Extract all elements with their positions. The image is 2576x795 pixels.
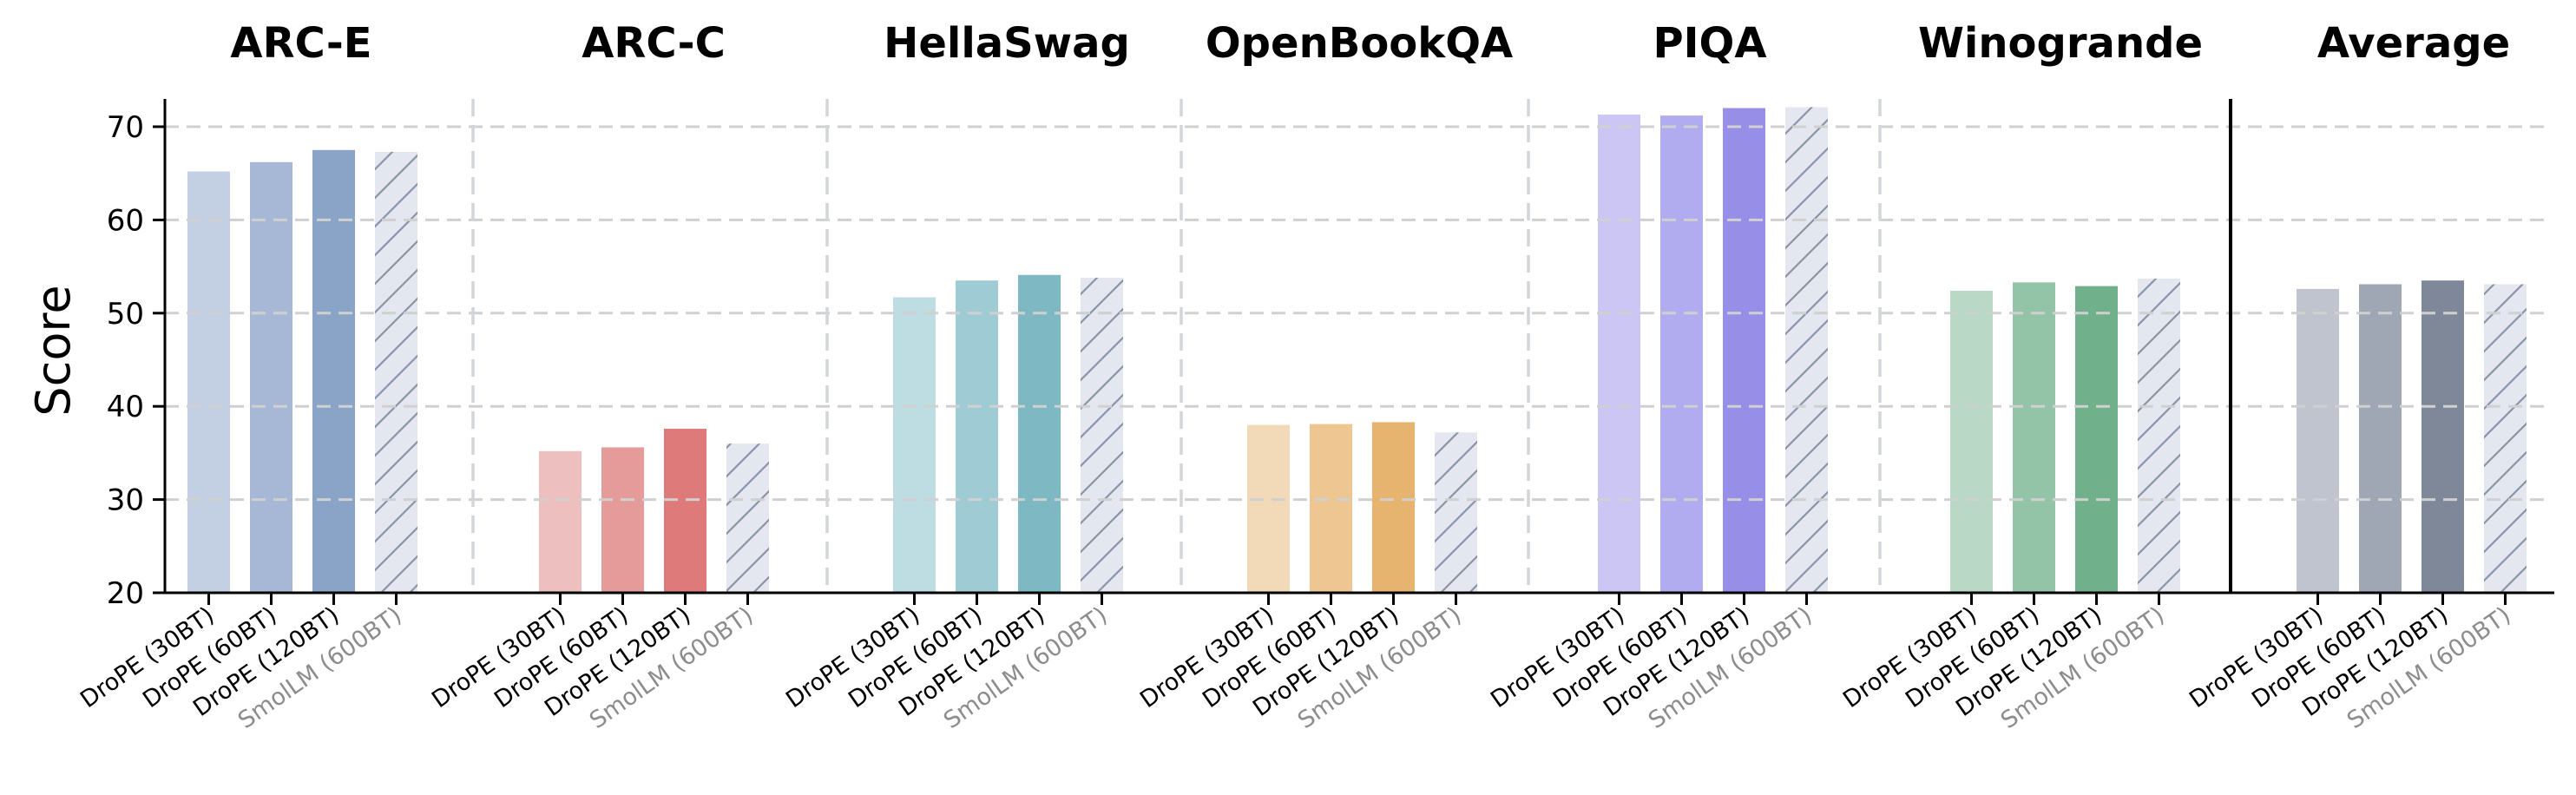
y-axis-label: Score [26,285,81,416]
bar [2075,286,2118,593]
panel-hellaswag [893,274,1123,593]
bar [1598,115,1640,594]
panel-title: PIQA [1653,19,1767,68]
bar [893,297,936,593]
bar [375,151,417,594]
y-tick-label: 20 [107,576,144,611]
bar [664,428,706,593]
bar [1018,274,1061,593]
bar [1723,108,1765,593]
bar [1660,115,1703,593]
bar [312,149,355,593]
panel-openbookqa [1247,422,1477,593]
panel-piqa [1598,107,1828,594]
panel-title: Average [2317,19,2510,68]
panel-title: ARC-E [230,19,371,68]
y-gridlines-overlay [165,125,2549,502]
bar [1950,291,1993,593]
bar [1081,277,1123,593]
bar [1247,424,1290,593]
x-tick-labels: DroPE (30BT)DroPE (60BT)DroPE (120BT)Smo… [76,601,2515,734]
bar [956,280,998,593]
panel-average [2297,280,2527,593]
panel-winogrande [1950,279,2180,593]
bar [726,443,769,593]
y-tick-label: 40 [107,390,144,424]
y-tick-label: 30 [107,483,144,518]
bar [187,171,230,593]
bar [2359,284,2402,593]
bar [601,447,644,593]
y-tick-label: 60 [107,203,144,238]
bar [1310,424,1352,593]
bar [1372,422,1415,593]
panel-title: ARC-C [582,19,726,68]
bar [2013,282,2055,593]
bar [2138,279,2180,593]
y-tick-label: 50 [107,297,144,332]
panel-title: Winogrande [1918,19,2203,68]
bar [1785,107,1828,594]
panel-arc-e [187,149,417,594]
bar [1435,432,1477,593]
bar [2297,288,2339,593]
y-tick-label: 70 [107,110,144,145]
panel-arc-c [539,428,769,593]
bar [2422,280,2464,593]
bar [250,161,292,593]
panel-title: OpenBookQA [1206,19,1513,68]
axes: 20 30 40 50 60 70 [107,99,2554,611]
bar [2484,284,2527,593]
panel-dividers [471,99,2232,593]
bars [187,107,2527,594]
panel-titles: ARC-E ARC-C HellaSwag OpenBookQA PIQA Winogra… [230,19,2510,68]
panel-title: HellaSwag [884,19,1130,68]
bar [539,450,582,593]
